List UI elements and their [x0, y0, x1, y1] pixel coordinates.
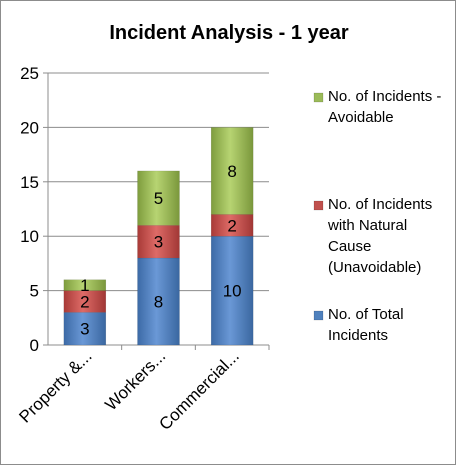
data-label: 1 — [80, 276, 89, 295]
legend-swatch — [313, 310, 324, 321]
data-label: 3 — [154, 233, 163, 252]
data-label: 2 — [80, 292, 89, 311]
legend-label-line: Avoidable — [328, 109, 394, 126]
bar-segment — [210, 127, 254, 215]
bars — [63, 127, 254, 346]
y-tick-label: 0 — [30, 336, 39, 355]
legend-label-line: with Natural — [327, 217, 407, 234]
bar-segment — [210, 235, 254, 346]
legend-label-line: (Unavoidable) — [328, 259, 421, 276]
data-label: 8 — [227, 162, 236, 181]
y-tick-label: 10 — [20, 227, 39, 246]
data-label: 3 — [80, 320, 89, 339]
legend-swatch — [313, 92, 324, 103]
bar-segment — [63, 279, 107, 291]
y-tick-label: 25 — [20, 64, 39, 83]
legend-swatch — [313, 200, 324, 211]
legend-label-line: No. of Incidents - — [328, 88, 441, 105]
chart-title: Incident Analysis - 1 year — [109, 22, 349, 44]
x-category-label: Property &... — [15, 346, 95, 426]
y-tick-label: 5 — [30, 282, 39, 301]
data-label: 5 — [154, 189, 163, 208]
legend-label-line: Incidents — [328, 327, 388, 344]
bar-segment — [137, 257, 180, 346]
y-tick-label: 20 — [20, 118, 39, 137]
legend-label-line: Cause — [328, 238, 371, 255]
legend-label-line: No. of Total — [328, 306, 404, 323]
bar-segment — [137, 170, 180, 226]
data-label: 10 — [223, 282, 242, 301]
legend-label: No. of Incidents with Natural Cause (Unavoi… — [327, 196, 432, 276]
legend-label: No. of Total Incidents — [328, 306, 404, 344]
bar-segment — [137, 225, 180, 259]
y-tick-label: 15 — [20, 173, 39, 192]
x-category-label: Workers... — [101, 346, 169, 414]
bar-segment — [63, 312, 107, 346]
legend-label: No. of Incidents - Avoidable — [328, 88, 441, 126]
legend-label-line: No. of Incidents — [328, 196, 432, 213]
data-label: 8 — [154, 292, 163, 311]
data-label: 2 — [227, 216, 236, 235]
